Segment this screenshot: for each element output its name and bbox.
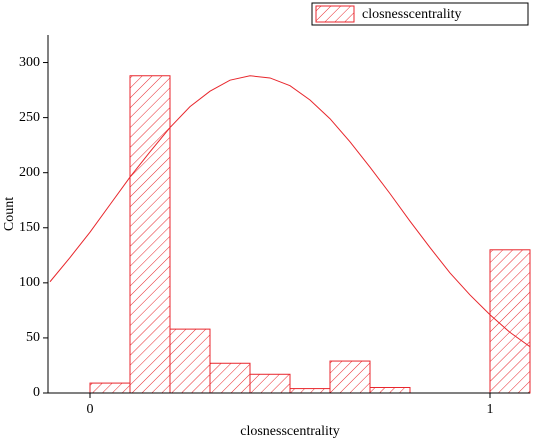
histogram-bar [89,382,131,394]
y-tick-label: 200 [19,165,40,180]
y-tick-label: 300 [19,55,40,70]
x-tick-label: 0 [87,402,94,417]
y-tick-label: 100 [19,275,40,290]
legend-box [311,2,529,26]
histogram-bar [249,373,291,394]
histogram-bar [209,362,251,394]
fit-curve [49,75,530,348]
y-tick-label: 150 [19,220,40,235]
y-tick-label: 250 [19,110,40,125]
legend-label: closnesscentrality [362,7,462,22]
histogram-bar [369,386,411,394]
legend: closnesscentrality [311,2,529,26]
plot-area [49,75,531,394]
histogram-bar [289,388,331,394]
histogram-bar [169,328,211,394]
x-axis-label: closnesscentrality [240,424,340,439]
histogram-bar [329,360,371,394]
y-tick-label: 50 [26,330,40,345]
y-axis-label: Count [2,197,17,231]
histogram-bar [489,249,531,394]
x-tick-label: 1 [487,402,494,417]
y-tick-label: 0 [33,385,40,400]
histogram-bar [129,75,171,394]
legend-swatch [315,5,355,23]
